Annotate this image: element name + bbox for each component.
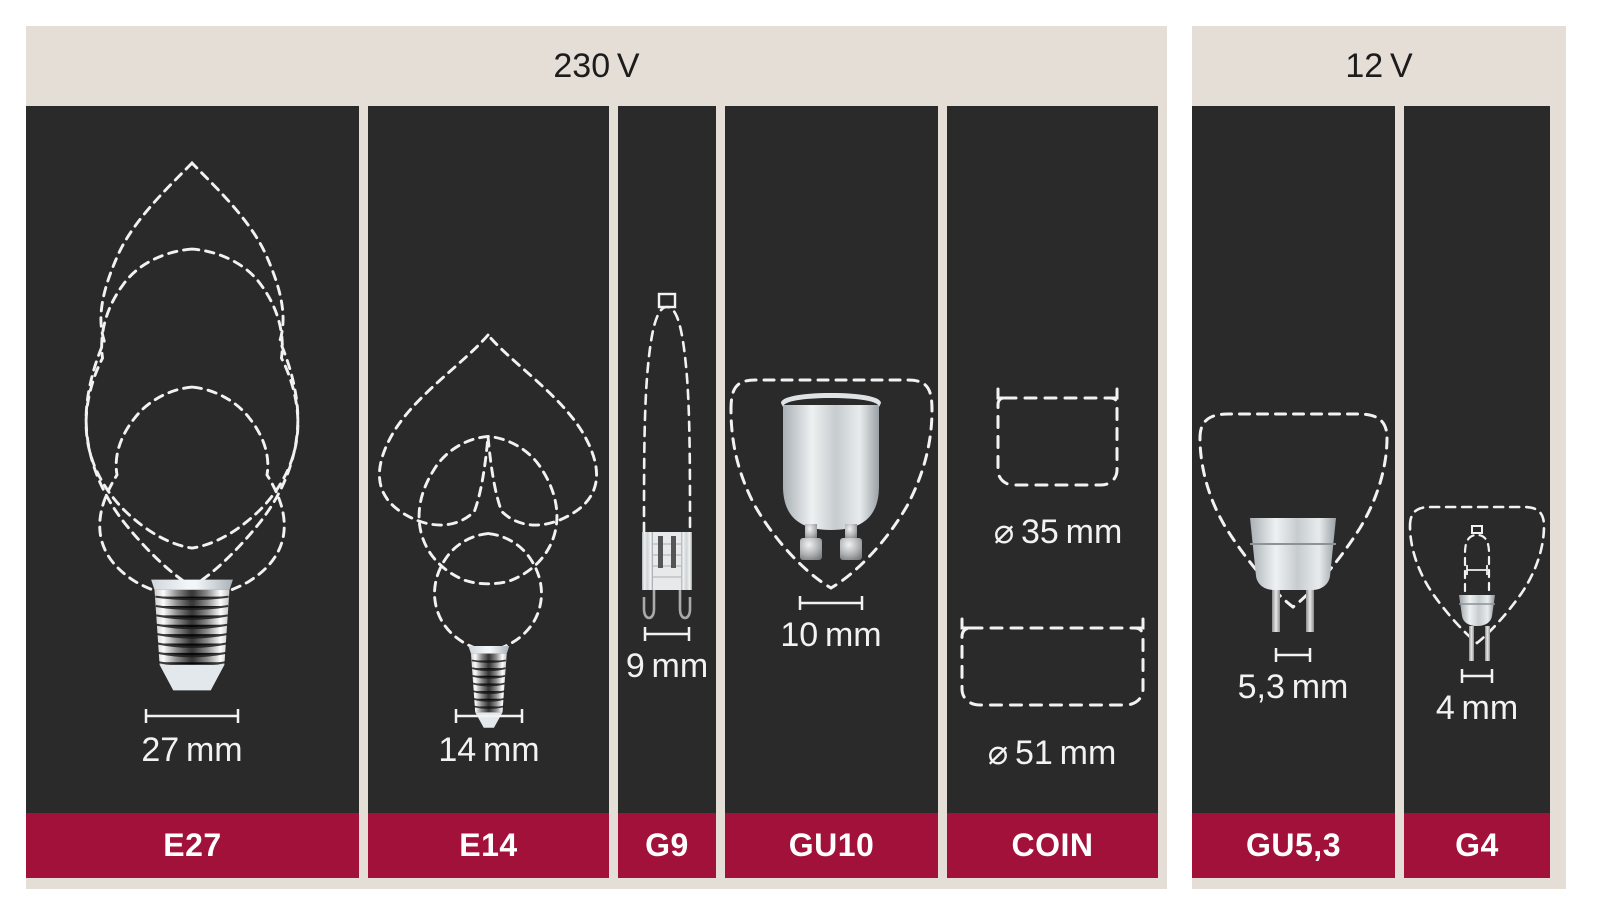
svg-text:10 mm: 10 mm: [780, 616, 881, 654]
svg-text:14 mm: 14 mm: [438, 731, 539, 769]
svg-text:4 mm: 4 mm: [1436, 689, 1518, 727]
svg-text:⌀ 51 mm: ⌀ 51 mm: [988, 734, 1117, 772]
svg-text:⌀ 35 mm: ⌀ 35 mm: [994, 513, 1123, 551]
svg-text:9 mm: 9 mm: [626, 647, 708, 685]
svg-text:5,3 mm: 5,3 mm: [1238, 668, 1349, 706]
svg-text:27 mm: 27 mm: [141, 731, 242, 769]
